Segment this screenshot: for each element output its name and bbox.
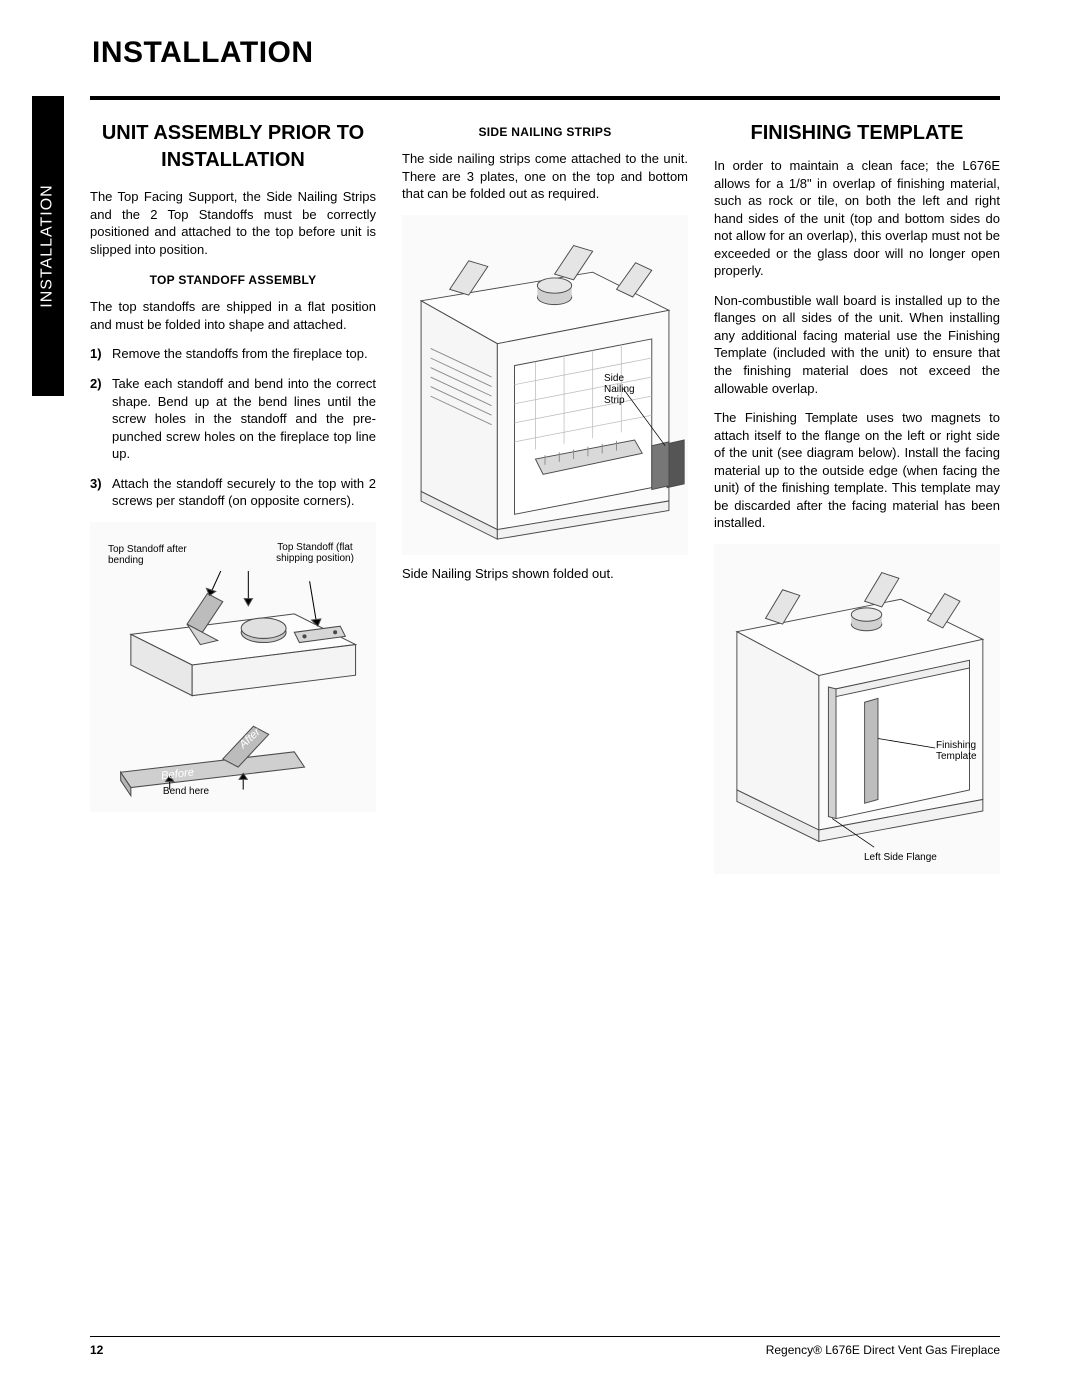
col2-subheading: SIDE NAILING STRIPS <box>402 124 688 140</box>
step-3: 3)Attach the standoff securely to the to… <box>90 475 376 510</box>
label-left-flange: Left Side Flange <box>864 852 974 863</box>
col2-caption: Side Nailing Strips shown folded out. <box>402 565 688 583</box>
step-text: Take each standoff and bend into the cor… <box>112 375 376 463</box>
side-tab-label: INSTALLATION <box>39 184 57 307</box>
step-1: 1)Remove the standoffs from the fireplac… <box>90 345 376 363</box>
col2-text: The side nailing strips come attached to… <box>402 150 688 203</box>
standoff-diagram-svg: Before After <box>90 522 376 818</box>
page-footer: 12 Regency® L676E Direct Vent Gas Firepl… <box>90 1336 1000 1357</box>
columns-container: UNIT ASSEMBLY PRIOR TO INSTALLATION The … <box>90 120 1000 884</box>
col2-diagram: Side Nailing Strip <box>402 215 688 555</box>
column-1: UNIT ASSEMBLY PRIOR TO INSTALLATION The … <box>90 120 376 884</box>
step-2: 2)Take each standoff and bend into the c… <box>90 375 376 463</box>
page-root: INSTALLATION INSTALLATION UNIT ASSEMBLY … <box>0 0 1080 1397</box>
finishing-template-diagram-svg <box>714 544 1000 868</box>
col1-subheading: TOP STANDOFF ASSEMBLY <box>90 272 376 288</box>
column-3: FINISHING TEMPLATE In order to maintain … <box>714 120 1000 884</box>
col3-p3: The Finishing Template uses two magnets … <box>714 409 1000 532</box>
label-finishing-template: Finishing Template <box>936 740 1000 762</box>
page-title: INSTALLATION <box>92 36 1000 70</box>
col1-intro: The Top Facing Support, the Side Nailing… <box>90 188 376 258</box>
step-text: Attach the standoff securely to the top … <box>112 475 376 510</box>
col1-subtext: The top standoffs are shipped in a flat … <box>90 298 376 333</box>
step-text: Remove the standoffs from the fireplace … <box>112 345 376 363</box>
label-side-nailing-strip: Side Nailing Strip <box>604 373 646 406</box>
label-flat-shipping: Top Standoff (flat shipping position) <box>270 542 360 564</box>
step-number: 2) <box>90 375 112 463</box>
col1-diagram: Before After Top Standoff after bending … <box>90 522 376 812</box>
step-number: 1) <box>90 345 112 363</box>
label-bend-here: Bend here <box>156 786 216 797</box>
col3-diagram: Finishing Template Left Side Flange <box>714 544 1000 874</box>
label-after-bending: Top Standoff after bending <box>108 544 198 566</box>
horizontal-rule <box>90 96 1000 100</box>
column-2: SIDE NAILING STRIPS The side nailing str… <box>402 120 688 884</box>
step-number: 3) <box>90 475 112 510</box>
footer-doc-title: Regency® L676E Direct Vent Gas Fireplace <box>766 1343 1000 1357</box>
page-number: 12 <box>90 1343 103 1357</box>
col1-steps: 1)Remove the standoffs from the fireplac… <box>90 345 376 509</box>
side-tab: INSTALLATION <box>32 96 64 396</box>
col1-heading: UNIT ASSEMBLY PRIOR TO INSTALLATION <box>90 120 376 174</box>
col3-p2: Non-combustible wall board is installed … <box>714 292 1000 397</box>
col3-heading: FINISHING TEMPLATE <box>714 120 1000 147</box>
col3-p1: In order to maintain a clean face; the L… <box>714 157 1000 280</box>
